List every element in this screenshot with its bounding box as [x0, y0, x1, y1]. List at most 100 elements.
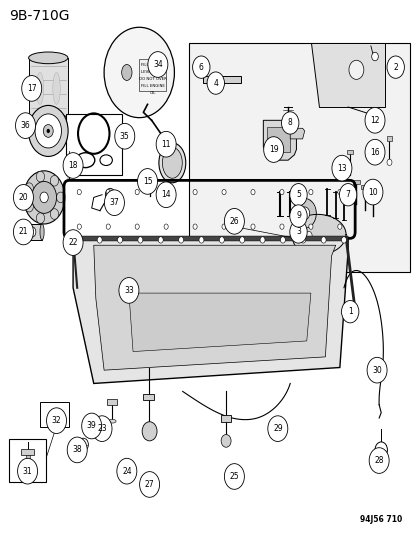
Circle shape: [77, 237, 82, 243]
Circle shape: [46, 129, 50, 133]
Circle shape: [28, 106, 68, 157]
Bar: [73, 236, 348, 241]
Circle shape: [309, 224, 313, 229]
Circle shape: [56, 192, 65, 203]
Polygon shape: [73, 237, 348, 383]
Circle shape: [27, 227, 36, 237]
Circle shape: [193, 56, 210, 78]
Text: 10: 10: [368, 188, 378, 197]
Circle shape: [365, 139, 385, 165]
Text: 26: 26: [229, 217, 239, 226]
Polygon shape: [94, 245, 336, 370]
Text: 36: 36: [21, 121, 30, 130]
Bar: [9, 439, 46, 482]
Circle shape: [220, 237, 224, 243]
Text: 4: 4: [213, 78, 218, 87]
Circle shape: [77, 224, 81, 229]
Polygon shape: [299, 200, 310, 213]
Circle shape: [13, 184, 34, 210]
Circle shape: [148, 52, 168, 77]
Ellipse shape: [40, 224, 44, 240]
Text: 8: 8: [288, 118, 293, 127]
Circle shape: [375, 442, 388, 458]
Circle shape: [138, 237, 143, 243]
Text: 18: 18: [68, 161, 78, 170]
Bar: [361, 185, 368, 189]
Circle shape: [164, 189, 168, 195]
Circle shape: [137, 168, 158, 195]
Bar: [65, 158, 73, 171]
Bar: [146, 173, 153, 177]
Circle shape: [82, 413, 102, 439]
Text: 94J56 710: 94J56 710: [360, 515, 402, 524]
Circle shape: [63, 152, 83, 179]
Text: 30: 30: [372, 366, 382, 375]
Text: 9B-710G: 9B-710G: [9, 9, 69, 23]
Circle shape: [17, 458, 38, 484]
Text: 15: 15: [143, 177, 152, 186]
Circle shape: [78, 438, 88, 451]
Text: 2: 2: [393, 63, 398, 71]
Bar: [353, 180, 360, 184]
Circle shape: [365, 108, 385, 133]
Circle shape: [178, 237, 183, 243]
Text: 21: 21: [19, 228, 28, 237]
Text: 38: 38: [72, 446, 82, 455]
Bar: [107, 399, 117, 405]
Circle shape: [40, 192, 48, 203]
Text: 29: 29: [273, 424, 283, 433]
Circle shape: [115, 124, 135, 149]
Text: FILL ENGINE: FILL ENGINE: [141, 84, 165, 87]
Circle shape: [240, 237, 245, 243]
Circle shape: [367, 357, 387, 383]
Polygon shape: [264, 120, 296, 160]
Circle shape: [156, 182, 176, 207]
Text: OIL: OIL: [150, 91, 156, 94]
Circle shape: [135, 224, 139, 229]
Text: 37: 37: [110, 198, 120, 207]
Bar: [203, 76, 241, 83]
Circle shape: [139, 472, 160, 497]
Text: 14: 14: [161, 190, 171, 199]
Ellipse shape: [29, 113, 68, 125]
Circle shape: [251, 224, 255, 229]
Circle shape: [280, 189, 284, 195]
Text: 39: 39: [87, 422, 97, 431]
Circle shape: [77, 189, 81, 195]
Circle shape: [22, 76, 42, 101]
Circle shape: [110, 200, 120, 213]
Circle shape: [104, 27, 174, 118]
Text: 17: 17: [27, 84, 37, 93]
Bar: [268, 127, 290, 152]
Circle shape: [193, 189, 197, 195]
Circle shape: [25, 201, 33, 212]
Circle shape: [25, 183, 33, 193]
Text: 12: 12: [370, 116, 380, 125]
Ellipse shape: [53, 72, 60, 104]
Polygon shape: [292, 214, 346, 255]
Ellipse shape: [109, 419, 116, 423]
Bar: [22, 449, 34, 455]
Text: 3: 3: [296, 228, 301, 237]
Text: 19: 19: [269, 145, 278, 154]
Circle shape: [300, 207, 310, 220]
Bar: [29, 58, 68, 119]
Text: 13: 13: [337, 164, 347, 173]
Text: 1: 1: [348, 307, 353, 316]
Circle shape: [50, 209, 59, 220]
Circle shape: [97, 237, 102, 243]
Circle shape: [338, 189, 342, 195]
Circle shape: [106, 224, 110, 229]
Text: LEVEL ONLY: LEVEL ONLY: [142, 70, 164, 74]
Circle shape: [339, 183, 357, 206]
Circle shape: [70, 238, 76, 247]
Circle shape: [106, 189, 110, 195]
Text: 9: 9: [296, 212, 301, 221]
Ellipse shape: [29, 52, 68, 63]
Circle shape: [199, 237, 204, 243]
Circle shape: [43, 125, 53, 138]
Bar: [25, 455, 29, 469]
Circle shape: [15, 113, 36, 139]
Ellipse shape: [23, 467, 32, 472]
Circle shape: [268, 416, 288, 441]
